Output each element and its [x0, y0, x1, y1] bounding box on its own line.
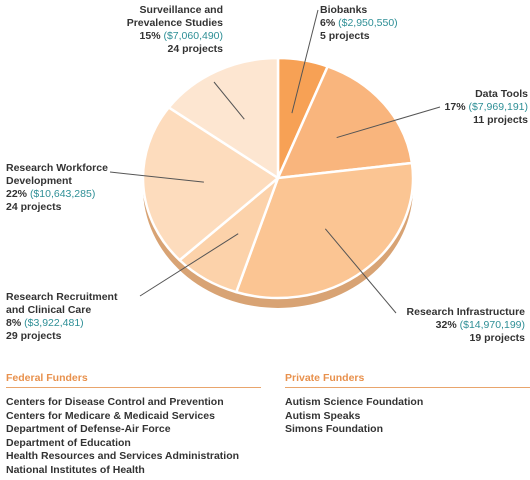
leader-line: [324, 228, 397, 314]
private-funder-item: Autism Science Foundation: [285, 396, 424, 408]
federal-funder-item: Health Resources and Services Administra…: [6, 450, 240, 462]
slice-amount: ($2,950,550): [338, 17, 398, 29]
slice-projects: 24 projects: [167, 43, 223, 55]
federal-funder-item: Department of Defense-Air Force: [6, 423, 171, 435]
pie-slice-research-infrastructure: [235, 161, 415, 300]
slice-label-title-line2: and Clinical Care: [6, 304, 92, 316]
slice-label-research-infrastructure: Research Infrastructure 32% ($14,970,199…: [380, 306, 525, 345]
slice-label-research-workforce: Research Workforce Development 22% ($10,…: [6, 162, 146, 214]
slice-label-data-tools: Data Tools 17% ($7,969,191) 11 projects: [420, 88, 528, 127]
private-funders-heading: Private Funders: [285, 372, 530, 388]
slice-percent: 32%: [435, 319, 457, 331]
pie-chart: [109, 9, 441, 314]
slice-amount: ($10,643,285): [29, 188, 96, 200]
slice-projects: 5 projects: [320, 30, 370, 42]
leader-line: [291, 9, 319, 114]
slice-amount: ($7,969,191): [468, 101, 528, 113]
slice-label-title-line1: Surveillance and: [139, 4, 223, 16]
federal-funders-section: Federal Funders Centers for Disease Cont…: [6, 372, 261, 477]
pie-slice-surveillance-and-prevalence-studies: [167, 56, 280, 180]
slice-percent: 22%: [6, 188, 28, 200]
slice-label-title-line2: Development: [6, 175, 72, 187]
pie-slice-research-workforce-development: [141, 106, 280, 262]
slice-percent: 15%: [139, 30, 161, 42]
slice-amount: ($7,060,490): [163, 30, 223, 42]
slice-projects: 24 projects: [6, 201, 62, 213]
slice-label-research-recruitment: Research Recruitment and Clinical Care 8…: [6, 291, 146, 343]
private-funders-section: Private Funders Autism Science Foundatio…: [285, 372, 530, 437]
slice-percent: 6%: [320, 17, 336, 29]
private-funder-item: Autism Speaks: [285, 409, 361, 422]
slice-label-title-line2: Prevalence Studies: [126, 17, 223, 29]
leader-line: [139, 233, 239, 297]
leader-line: [109, 171, 204, 183]
leader-line: [213, 81, 245, 120]
slice-label-title-line1: Research Workforce: [6, 162, 108, 174]
slice-label-title: Research Infrastructure: [406, 306, 525, 318]
federal-funder-item: Centers for Disease Control and Preventi…: [6, 396, 224, 408]
slice-amount: ($14,970,199): [459, 319, 525, 331]
slice-projects: 11 projects: [473, 114, 528, 126]
federal-funders-heading: Federal Funders: [6, 372, 261, 388]
slice-projects: 19 projects: [469, 332, 525, 344]
slice-label-surveillance: Surveillance and Prevalence Studies 15% …: [83, 4, 223, 56]
slice-label-title-line1: Research Recruitment: [6, 291, 118, 303]
slice-projects: 29 projects: [6, 330, 62, 342]
pie-slice-data-tools: [276, 65, 414, 180]
slice-amount: ($3,922,481): [24, 317, 84, 329]
slice-percent: 8%: [6, 317, 22, 329]
slice-percent: 17%: [444, 101, 466, 113]
federal-funder-item: Centers for Medicare & Medicaid Services: [6, 409, 215, 422]
private-funder-item: Simons Foundation: [285, 423, 383, 435]
leader-line: [336, 106, 441, 139]
federal-funder-item: National Institutes of Health: [6, 463, 145, 476]
slice-label-title: Biobanks: [320, 4, 368, 16]
slice-label-title: Data Tools: [475, 88, 528, 100]
slice-label-biobanks: Biobanks 6% ($2,950,550) 5 projects: [320, 4, 440, 43]
federal-funder-item: Department of Education: [6, 436, 131, 449]
